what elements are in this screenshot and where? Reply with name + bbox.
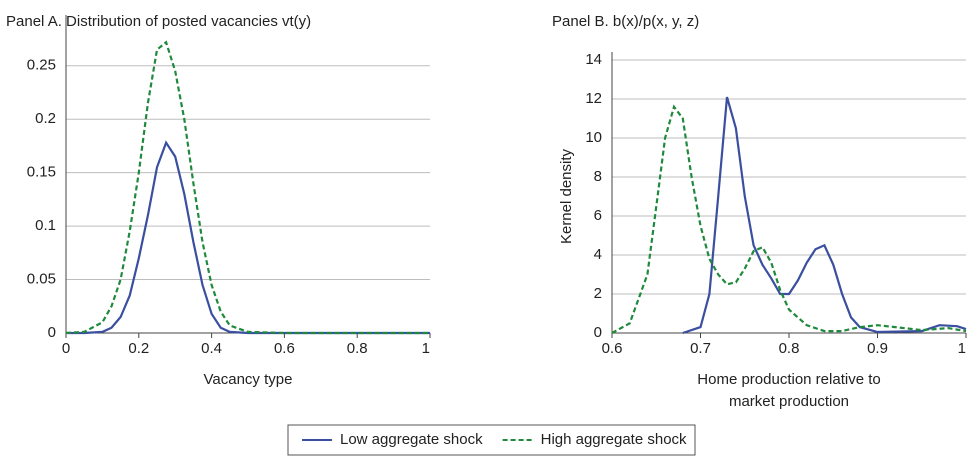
x-tick-label: 0: [62, 340, 70, 357]
x-tick-label: 0.6: [274, 340, 295, 357]
y-tick-label: 2: [594, 285, 602, 302]
y-tick-label: 0: [48, 324, 56, 341]
y-tick-label: 10: [585, 129, 602, 146]
x-tick-label: 0.2: [128, 340, 149, 357]
x-axis-label: market production: [729, 393, 849, 410]
x-tick-label: 0.8: [347, 340, 368, 357]
y-tick-label: 0.1: [35, 217, 56, 234]
y-tick-label: 4: [594, 246, 602, 263]
series-line: [66, 140, 430, 335]
legend-box: [287, 424, 696, 456]
y-tick-label: 12: [585, 90, 602, 107]
x-axis-label: Vacancy type: [204, 371, 293, 388]
y-tick-label: 0.05: [27, 271, 56, 288]
x-tick-label: 0.4: [201, 340, 222, 357]
y-tick-label: 6: [594, 207, 602, 224]
y-tick-label: 8: [594, 168, 602, 185]
series-line: [682, 96, 967, 335]
y-tick-label: 0.2: [35, 110, 56, 127]
x-axis-label: Home production relative to: [697, 371, 880, 388]
legend-label: Low aggregate shock: [340, 431, 483, 448]
y-axis-label: Kernel density: [558, 148, 575, 244]
panel-title: Panel A. Distribution of posted vacancie…: [6, 13, 311, 30]
x-tick-label: 1: [422, 340, 430, 357]
y-tick-label: 0.15: [27, 164, 56, 181]
series-line: [611, 104, 967, 334]
x-tick-label: 0.8: [779, 340, 800, 357]
x-tick-label: 1: [958, 340, 966, 357]
y-tick-label: 0.25: [27, 57, 56, 74]
x-tick-label: 0.7: [690, 340, 711, 357]
legend-label: High aggregate shock: [541, 431, 687, 448]
series-line: [65, 40, 430, 335]
y-tick-label: 14: [585, 51, 602, 68]
y-tick-label: 0: [594, 324, 602, 341]
panel-title: Panel B. b(x)/p(x, y, z): [552, 13, 699, 30]
x-tick-label: 0.6: [602, 340, 623, 357]
x-tick-label: 0.9: [867, 340, 888, 357]
